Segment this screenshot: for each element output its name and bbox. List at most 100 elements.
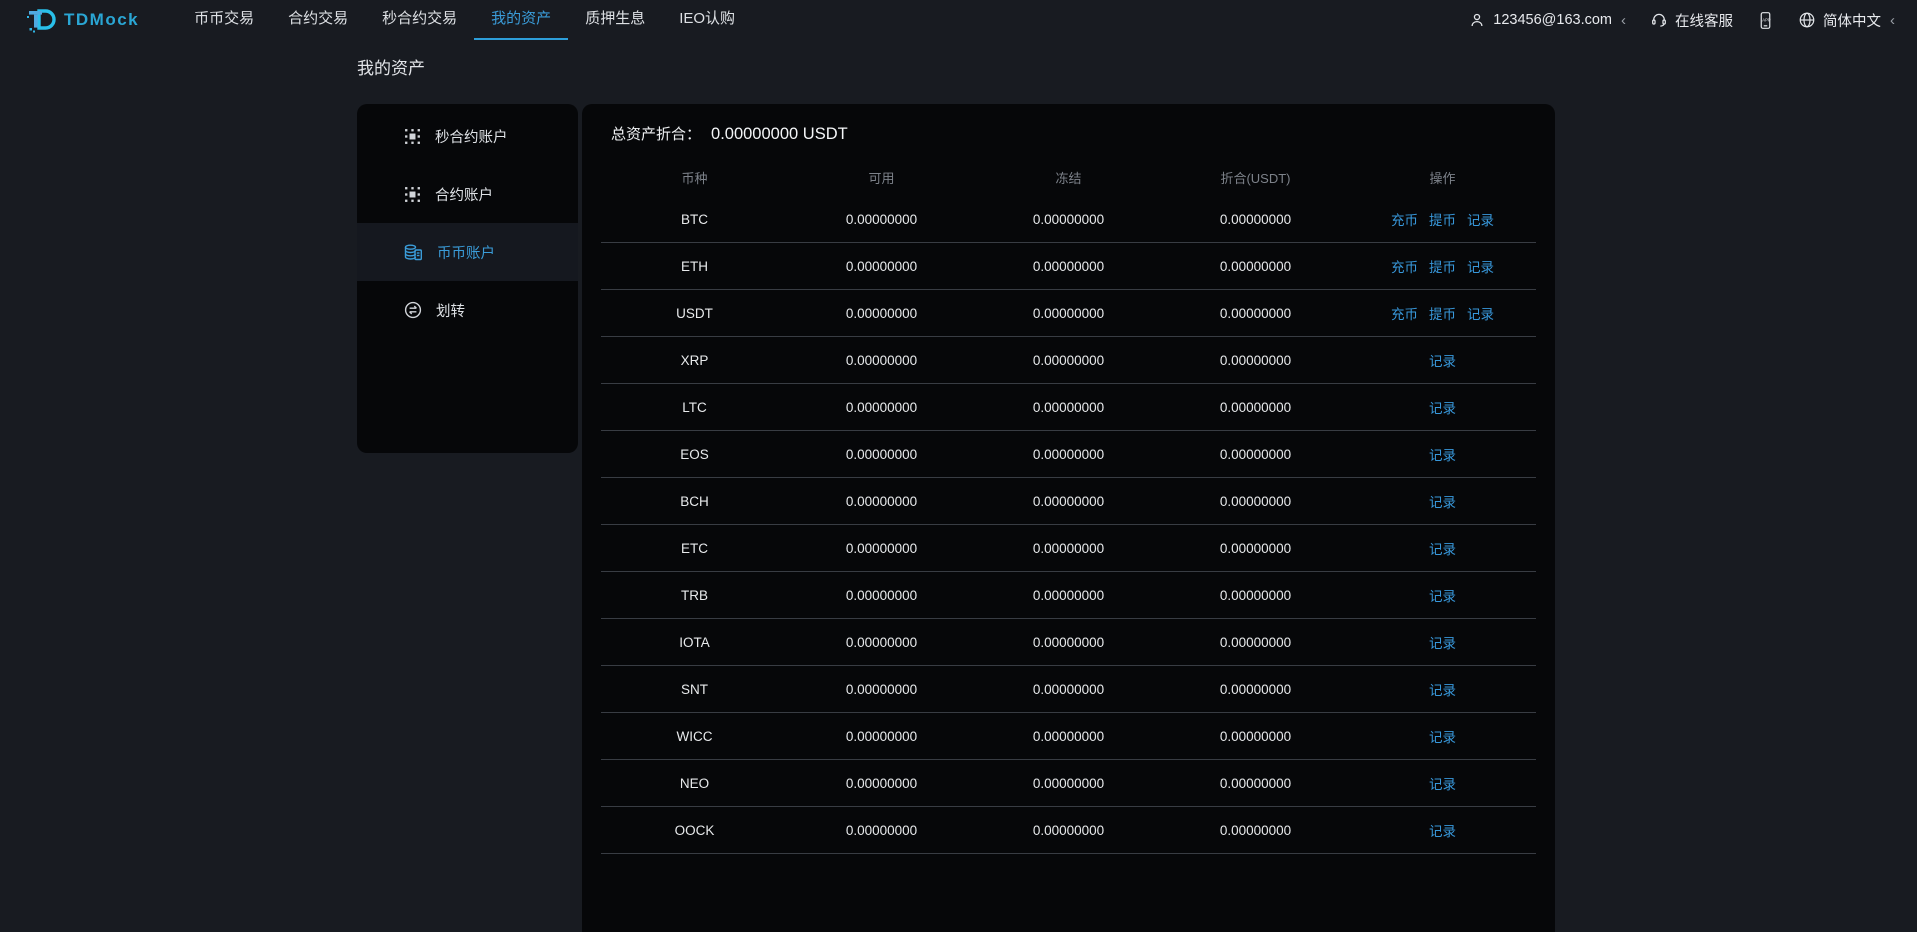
record-link[interactable]: 记录 — [1429, 636, 1456, 651]
record-link[interactable]: 记录 — [1429, 589, 1456, 604]
frozen-balance: 0.00000000 — [1032, 399, 1105, 415]
sidebar-item-3[interactable]: 划转 — [357, 281, 578, 339]
record-link[interactable]: 记录 — [1429, 448, 1456, 463]
asset-sidebar: 秒合约账户合约账户币币账户划转 — [357, 104, 578, 453]
table-row-neo: NEO 0.00000000 0.00000000 0.00000000 记录 — [601, 760, 1536, 807]
total-assets-label: 总资产折合： — [611, 126, 702, 143]
record-link[interactable]: 记录 — [1429, 683, 1456, 698]
usdt-value: 0.00000000 — [1219, 634, 1292, 650]
frozen-balance: 0.00000000 — [1032, 211, 1105, 227]
sidebar-item-label: 秒合约账户 — [435, 129, 508, 146]
column-header-1: 可用 — [868, 170, 895, 186]
coin-symbol: SNT — [681, 681, 708, 697]
total-assets-line: 总资产折合： 0.00000000 USDT — [601, 123, 1536, 144]
table-row-eos: EOS 0.00000000 0.00000000 0.00000000 记录 — [601, 431, 1536, 478]
coins-icon — [404, 244, 423, 261]
language-label: 简体中文 — [1823, 13, 1881, 30]
record-link[interactable]: 记录 — [1429, 354, 1456, 369]
row-actions: 记录 — [1349, 726, 1536, 746]
coin-symbol: IOTA — [679, 634, 710, 650]
deposit-link[interactable]: 充币 — [1391, 307, 1418, 322]
row-actions: 充币 提币 记录 — [1349, 303, 1536, 323]
row-actions: 充币 提币 记录 — [1349, 209, 1536, 229]
frozen-balance: 0.00000000 — [1032, 822, 1105, 838]
sidebar-item-0[interactable]: 秒合约账户 — [357, 107, 578, 165]
available-balance: 0.00000000 — [845, 258, 918, 274]
row-actions: 记录 — [1349, 397, 1536, 417]
withdraw-link[interactable]: 提币 — [1429, 213, 1456, 228]
topbar-right: 123456@163.com ‹ 在线客服 APP — [1468, 10, 1895, 31]
frozen-balance: 0.00000000 — [1032, 775, 1105, 791]
withdraw-link[interactable]: 提币 — [1429, 260, 1456, 275]
table-row-eth: ETH 0.00000000 0.00000000 0.00000000 充币 提币 记录 — [601, 243, 1536, 290]
table-row-xrp: XRP 0.00000000 0.00000000 0.00000000 记录 — [601, 337, 1536, 384]
column-header-4: 操作 — [1429, 170, 1456, 186]
coin-symbol: OOCK — [674, 822, 715, 838]
frozen-balance: 0.00000000 — [1032, 634, 1105, 650]
table-row-btc: BTC 0.00000000 0.00000000 0.00000000 充币 提币 记录 — [601, 196, 1536, 243]
available-balance: 0.00000000 — [845, 493, 918, 509]
app-download-button[interactable]: APP — [1757, 11, 1774, 30]
sidebar-item-2[interactable]: 币币账户 — [357, 223, 578, 281]
coin-symbol: WICC — [676, 728, 713, 744]
headset-icon — [1650, 11, 1668, 29]
available-balance: 0.00000000 — [845, 446, 918, 462]
chevron-icon: ‹ — [1890, 11, 1895, 29]
column-header-0: 币种 — [681, 170, 708, 186]
language-selector[interactable]: 简体中文 ‹ — [1798, 10, 1895, 31]
frozen-balance: 0.00000000 — [1032, 587, 1105, 603]
record-link[interactable]: 记录 — [1429, 542, 1456, 557]
user-icon — [1468, 11, 1486, 29]
available-balance: 0.00000000 — [845, 211, 918, 227]
page-title: 我的资产 — [357, 59, 425, 78]
frozen-balance: 0.00000000 — [1032, 728, 1105, 744]
svg-text:APP: APP — [1762, 17, 1771, 22]
mobile-app-icon: APP — [1757, 11, 1774, 30]
sidebar-item-label: 币币账户 — [437, 245, 495, 262]
online-service-button[interactable]: 在线客服 — [1650, 10, 1733, 31]
usdt-value: 0.00000000 — [1219, 211, 1292, 227]
nav-item-5[interactable]: IEO认购 — [679, 10, 736, 27]
available-balance: 0.00000000 — [845, 587, 918, 603]
available-balance: 0.00000000 — [845, 681, 918, 697]
table-row-wicc: WICC 0.00000000 0.00000000 0.00000000 记录 — [601, 713, 1536, 760]
nav-item-3[interactable]: 我的资产 — [474, 0, 569, 40]
record-link[interactable]: 记录 — [1429, 495, 1456, 510]
nav-item-0[interactable]: 币币交易 — [194, 10, 255, 27]
content-layout: 秒合约账户合约账户币币账户划转 总资产折合： 0.00000000 USDT 币… — [357, 104, 1555, 932]
record-link[interactable]: 记录 — [1467, 213, 1494, 228]
row-actions: 记录 — [1349, 820, 1536, 840]
nav-item-1[interactable]: 合约交易 — [288, 10, 349, 27]
record-link[interactable]: 记录 — [1429, 730, 1456, 745]
row-actions: 记录 — [1349, 538, 1536, 558]
coin-symbol: LTC — [682, 399, 707, 415]
record-link[interactable]: 记录 — [1429, 401, 1456, 416]
transfer-icon — [404, 301, 422, 319]
available-balance: 0.00000000 — [845, 728, 918, 744]
record-link[interactable]: 记录 — [1467, 307, 1494, 322]
seconds-contract-icon — [404, 128, 421, 145]
sidebar-item-label: 划转 — [436, 303, 465, 320]
nav-item-2[interactable]: 秒合约交易 — [382, 10, 458, 27]
available-balance: 0.00000000 — [845, 775, 918, 791]
contract-icon — [404, 186, 421, 203]
record-link[interactable]: 记录 — [1467, 260, 1494, 275]
record-link[interactable]: 记录 — [1429, 777, 1456, 792]
row-actions: 记录 — [1349, 585, 1536, 605]
record-link[interactable]: 记录 — [1429, 824, 1456, 839]
asset-table-header: 币种 可用 冻结 折合(USDT) 操作 — [601, 158, 1536, 196]
coin-symbol: ETH — [681, 258, 708, 274]
nav-item-4[interactable]: 质押生息 — [585, 10, 646, 27]
table-row-etc: ETC 0.00000000 0.00000000 0.00000000 记录 — [601, 525, 1536, 572]
sidebar-item-1[interactable]: 合约账户 — [357, 165, 578, 223]
withdraw-link[interactable]: 提币 — [1429, 307, 1456, 322]
frozen-balance: 0.00000000 — [1032, 681, 1105, 697]
usdt-value: 0.00000000 — [1219, 258, 1292, 274]
user-account-menu[interactable]: 123456@163.com ‹ — [1468, 11, 1626, 29]
logo[interactable]: TDMock — [26, 7, 139, 34]
deposit-link[interactable]: 充币 — [1391, 213, 1418, 228]
available-balance: 0.00000000 — [845, 634, 918, 650]
row-actions: 记录 — [1349, 632, 1536, 652]
usdt-value: 0.00000000 — [1219, 540, 1292, 556]
deposit-link[interactable]: 充币 — [1391, 260, 1418, 275]
